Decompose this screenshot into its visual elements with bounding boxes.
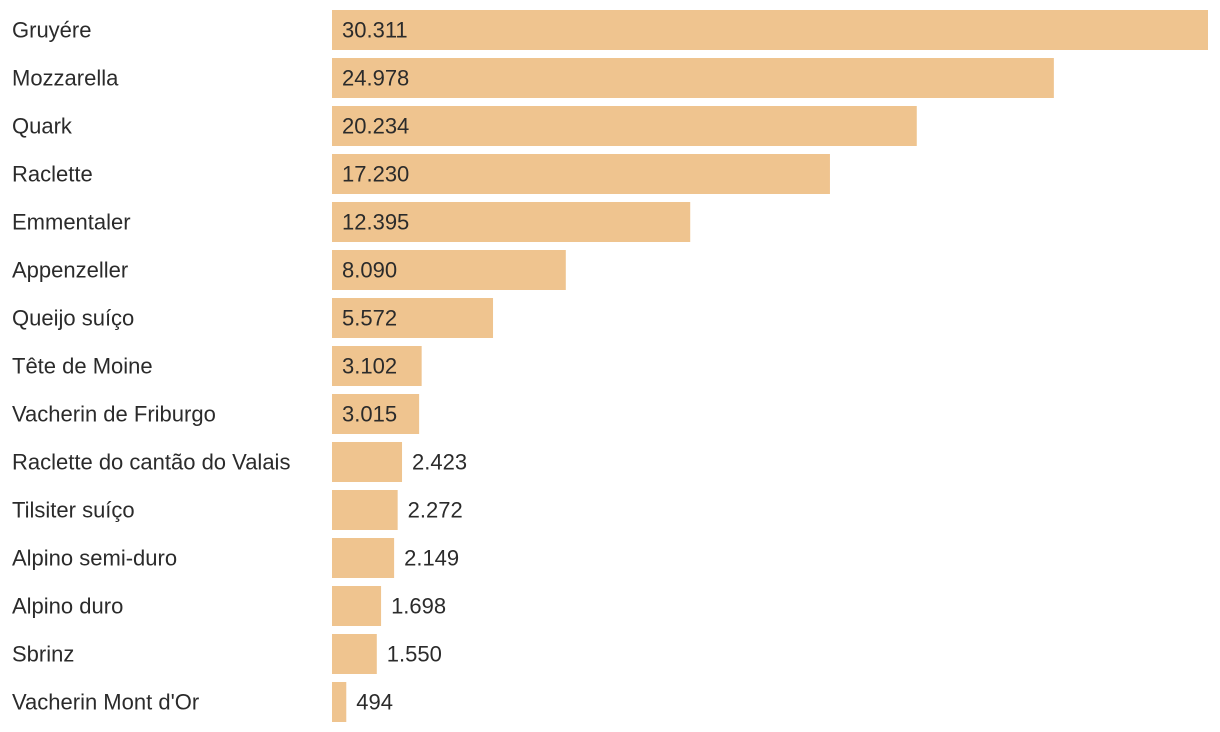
category-label: Raclette do cantão do Valais xyxy=(12,450,290,475)
value-label: 3.015 xyxy=(342,402,397,427)
bar xyxy=(332,394,420,434)
value-label: 5.572 xyxy=(342,306,397,331)
category-label: Tête de Moine xyxy=(12,354,153,379)
bar xyxy=(332,154,830,194)
bar xyxy=(332,682,347,722)
bar xyxy=(332,250,566,290)
category-label: Vacherin de Friburgo xyxy=(12,402,216,427)
value-label: 1.698 xyxy=(391,594,446,619)
value-label: 3.102 xyxy=(342,354,397,379)
category-label: Queijo suíço xyxy=(12,306,134,331)
bar xyxy=(332,538,395,578)
category-label: Mozzarella xyxy=(12,66,119,91)
category-label: Quark xyxy=(12,114,73,139)
category-label: Alpino semi-duro xyxy=(12,546,177,571)
category-label: Emmentaler xyxy=(12,210,131,235)
category-label: Gruyére xyxy=(12,18,91,43)
bar xyxy=(332,202,691,242)
value-label: 20.234 xyxy=(342,114,409,139)
bar xyxy=(332,58,1054,98)
category-label: Vacherin Mont d'Or xyxy=(12,690,199,715)
value-label: 2.423 xyxy=(412,450,467,475)
bar xyxy=(332,634,377,674)
bar xyxy=(332,10,1208,50)
value-label: 17.230 xyxy=(342,162,409,187)
value-label: 30.311 xyxy=(342,18,408,43)
value-label: 494 xyxy=(356,690,393,715)
value-label: 1.550 xyxy=(387,642,442,667)
bar xyxy=(332,586,382,626)
value-label: 2.272 xyxy=(408,498,463,523)
category-label: Tilsiter suíço xyxy=(12,498,135,523)
bar xyxy=(332,490,398,530)
bar xyxy=(332,442,403,482)
bar xyxy=(332,106,917,146)
value-label: 12.395 xyxy=(342,210,409,235)
category-label: Appenzeller xyxy=(12,258,128,283)
bars-group xyxy=(332,10,1208,722)
category-label: Raclette xyxy=(12,162,93,187)
value-label: 8.090 xyxy=(342,258,397,283)
value-label: 2.149 xyxy=(404,546,459,571)
category-label: Sbrinz xyxy=(12,642,74,667)
bar xyxy=(332,298,494,338)
value-label: 24.978 xyxy=(342,66,409,91)
bar xyxy=(332,346,422,386)
category-label: Alpino duro xyxy=(12,594,123,619)
labels-group: Gruyére 30.311 Mozzarella 24.978 Quark 20.234… xyxy=(12,18,467,715)
